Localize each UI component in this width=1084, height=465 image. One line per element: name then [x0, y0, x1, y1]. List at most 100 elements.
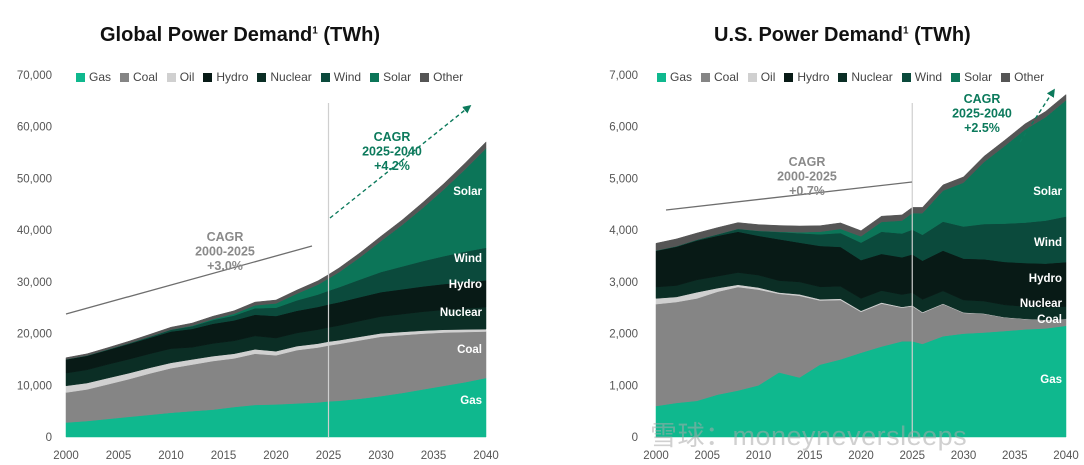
y-tick-label: 40,000 [17, 225, 52, 237]
cagr-past-annotation: 2000-2025 [195, 245, 255, 259]
chart-legend: Gas Coal Oil Hydro Nuclear Wind Solar Ot… [657, 70, 1044, 84]
legend-swatch [166, 72, 176, 82]
x-tick-label: 2025 [899, 450, 925, 462]
x-tick-label: 2020 [263, 450, 289, 462]
x-tick-label: 2005 [694, 450, 720, 462]
area-label-hydro: Hydro [1029, 273, 1062, 285]
chart-title-footnote: 1 [902, 25, 909, 37]
x-tick-label: 2000 [643, 450, 669, 462]
cagr-future-annotation: +2.5% [964, 121, 1000, 135]
y-tick-label: 6,000 [609, 122, 638, 134]
legend-swatch [951, 72, 961, 82]
area-label-solar: Solar [1033, 186, 1062, 198]
y-tick-label: 4,000 [609, 225, 638, 237]
area-label-gas: Gas [1040, 374, 1062, 386]
legend-item-oil: Oil [747, 70, 775, 84]
area-series-other [655, 93, 1067, 251]
legend-item-coal: Coal [120, 70, 158, 84]
cagr-future-annotation: 2025-2040 [952, 107, 1012, 121]
x-tick-label: 2030 [368, 450, 394, 462]
area-label-wind: Wind [1034, 237, 1062, 249]
cagr-past-annotation: 2000-2025 [777, 170, 837, 184]
legend-item-solar: Solar [951, 70, 992, 84]
global-area-chart: 0 10,000 20,000 30,000 40,000 50,000 60,000 70,… [17, 70, 499, 462]
legend-item-gas: Gas [657, 70, 692, 84]
legend-swatch [901, 72, 911, 82]
y-tick-label: 60,000 [17, 122, 52, 134]
y-tick-label: 2,000 [609, 329, 638, 341]
area-series-other [65, 141, 487, 360]
cagr-past-annotation: CAGR [789, 155, 826, 169]
y-tick-label: 0 [632, 432, 638, 444]
y-tick-label: 3,000 [609, 277, 638, 289]
x-tick-label: 2015 [797, 450, 823, 462]
legend-swatch [320, 72, 330, 82]
us-chart-panel: U.S. Power Demand1 (TWh) Gas Coal Oil Hy… [542, 0, 1084, 465]
area-label-coal: Coal [457, 344, 482, 356]
x-tick-label: 2040 [473, 450, 499, 462]
x-tick-label: 2000 [53, 450, 79, 462]
y-tick-label: 50,000 [17, 173, 52, 185]
legend-item-other: Other [1001, 70, 1044, 84]
chart-title: Global Power Demand1 (TWh) [100, 24, 380, 47]
x-tick-label: 2035 [1002, 450, 1028, 462]
area-label-nuclear: Nuclear [1020, 298, 1063, 310]
cagr-future-annotation: CAGR [964, 92, 1001, 106]
cagr-future-annotation: +4.2% [374, 159, 410, 173]
legend-item-gas: Gas [76, 70, 111, 84]
legend-swatch [120, 72, 130, 82]
legend-item-oil: Oil [166, 70, 194, 84]
x-tick-label: 2015 [211, 450, 237, 462]
chart-title-unit: (TWh) [914, 24, 971, 46]
legend-item-nuclear: Nuclear [257, 70, 312, 84]
x-tick-label: 2040 [1053, 450, 1079, 462]
chart-title-unit: (TWh) [323, 24, 381, 46]
y-tick-label: 10,000 [17, 380, 52, 392]
x-tick-label: 2035 [421, 450, 447, 462]
x-tick-label: 2025 [316, 450, 342, 462]
watermark-text: 雪球：moneyneversleeps [650, 421, 968, 451]
chart-title-footnote: 1 [312, 25, 318, 37]
legend-swatch [747, 72, 757, 82]
cagr-past-annotation: CAGR [207, 230, 244, 244]
y-tick-label: 0 [46, 432, 52, 444]
x-tick-label: 2005 [106, 450, 132, 462]
x-tick-label: 2010 [746, 450, 772, 462]
legend-swatch [657, 72, 666, 82]
cagr-past-trend-line [65, 245, 313, 315]
area-label-hydro: Hydro [449, 279, 482, 291]
x-tick-label: 2020 [848, 450, 874, 462]
legend-swatch [76, 72, 85, 82]
legend-swatch [701, 72, 711, 82]
y-tick-label: 5,000 [609, 173, 638, 185]
area-label-wind: Wind [454, 253, 482, 265]
legend-item-wind: Wind [320, 70, 361, 84]
legend-item-nuclear: Nuclear [838, 70, 893, 84]
global-chart-panel: Global Power Demand1 (TWh) Gas Coal Oil … [17, 24, 499, 462]
cagr-future-trend-arrow [329, 104, 472, 219]
chart-title: U.S. Power Demand1 (TWh) [714, 24, 971, 47]
cagr-future-trend-arrow [1019, 88, 1055, 143]
cagr-past-annotation: +3.0% [207, 259, 243, 273]
y-tick-label: 20,000 [17, 329, 52, 341]
legend-swatch [370, 72, 380, 82]
area-label-nuclear: Nuclear [440, 307, 483, 319]
cagr-future-annotation: 2025-2040 [362, 145, 422, 159]
legend-item-hydro: Hydro [203, 70, 248, 84]
chart-legend: Gas Coal Oil Hydro Nuclear Wind Solar Ot… [76, 70, 463, 84]
us-area-chart: 0 1,000 2,000 3,000 4,000 5,000 6,000 7,000 2000… [609, 70, 1079, 462]
area-label-solar: Solar [453, 186, 482, 198]
cagr-past-trend-line [665, 181, 913, 211]
y-tick-label: 70,000 [17, 70, 52, 82]
y-tick-label: 7,000 [609, 70, 638, 82]
cagr-past-annotation: +0.7% [789, 184, 825, 198]
area-label-coal: Coal [1037, 314, 1062, 326]
legend-item-solar: Solar [370, 70, 411, 84]
x-tick-label: 2030 [951, 450, 977, 462]
y-tick-label: 1,000 [609, 380, 638, 392]
legend-swatch [203, 72, 213, 82]
y-tick-label: 30,000 [17, 277, 52, 289]
legend-item-wind: Wind [901, 70, 942, 84]
x-tick-label: 2010 [158, 450, 184, 462]
legend-swatch [420, 72, 430, 82]
